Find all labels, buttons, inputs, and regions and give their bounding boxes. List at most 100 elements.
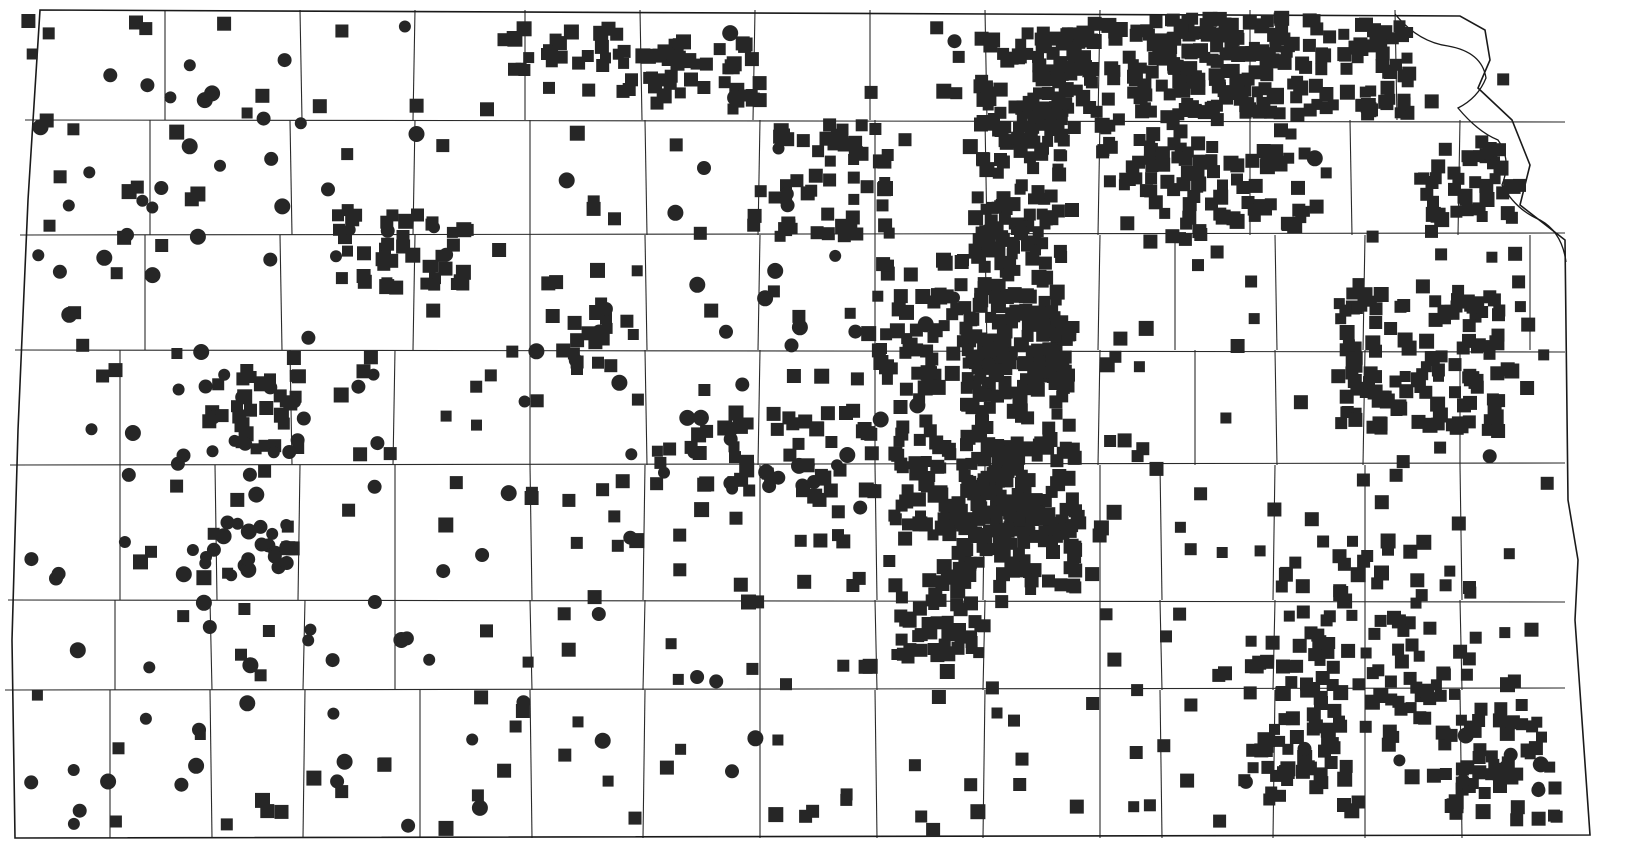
square-site-marker [744, 52, 759, 67]
square-site-marker [1478, 787, 1491, 799]
square-site-marker [1252, 104, 1267, 119]
square-site-marker [112, 742, 125, 755]
square-site-marker [1042, 574, 1055, 588]
square-site-marker [786, 369, 801, 383]
square-site-marker [1002, 476, 1014, 488]
square-site-marker [951, 641, 965, 655]
square-site-marker [883, 555, 896, 567]
square-site-marker [1536, 731, 1547, 743]
square-site-marker [43, 219, 56, 232]
square-site-marker [1187, 190, 1201, 203]
square-site-marker [1155, 79, 1168, 92]
square-site-marker [1048, 523, 1061, 536]
square-site-marker [53, 170, 67, 184]
square-site-marker [819, 131, 834, 146]
square-site-marker [1050, 294, 1062, 306]
square-site-marker [333, 223, 345, 236]
square-site-marker [1210, 113, 1224, 127]
county-row-line [7, 599, 1566, 603]
square-site-marker [420, 277, 433, 290]
square-site-marker [259, 401, 274, 415]
square-site-marker [1020, 132, 1035, 147]
square-site-marker [792, 309, 806, 323]
square-site-marker [911, 492, 926, 507]
square-site-marker [335, 24, 349, 38]
square-site-marker [1041, 87, 1055, 100]
circle-site-marker [839, 447, 856, 463]
circle-site-marker [779, 186, 794, 201]
square-site-marker [1018, 356, 1034, 372]
square-site-marker [1290, 107, 1305, 122]
square-site-marker [1506, 179, 1521, 194]
circle-site-marker [267, 549, 282, 564]
square-site-marker [1165, 229, 1180, 244]
square-site-marker [913, 393, 926, 406]
square-site-marker [480, 624, 493, 638]
square-site-marker [1118, 179, 1130, 191]
square-site-marker [1337, 771, 1353, 787]
square-site-marker [359, 247, 371, 259]
square-site-marker [1156, 157, 1171, 172]
square-site-marker [1184, 543, 1197, 556]
circle-site-marker [981, 357, 996, 372]
square-site-marker [1020, 373, 1031, 385]
square-site-marker [1347, 535, 1358, 547]
square-site-marker [1001, 204, 1013, 215]
circle-site-marker [277, 53, 292, 68]
square-site-marker [877, 182, 892, 197]
square-site-marker [1462, 319, 1476, 333]
square-site-marker [917, 380, 933, 396]
square-site-marker [1440, 313, 1451, 325]
square-site-marker [1005, 537, 1017, 550]
square-site-marker [1380, 80, 1395, 95]
square-site-marker [902, 518, 914, 531]
circle-site-marker [1456, 774, 1471, 789]
square-site-marker [1042, 421, 1056, 435]
square-site-marker [1280, 566, 1293, 579]
square-site-marker [1428, 312, 1443, 327]
square-site-marker [438, 261, 453, 276]
square-site-marker [1290, 91, 1303, 104]
square-site-marker [1514, 301, 1526, 313]
square-site-marker [986, 467, 1002, 483]
square-site-marker [1548, 781, 1562, 795]
circle-site-marker [393, 632, 410, 648]
square-site-marker [1168, 62, 1181, 75]
square-site-marker [1324, 756, 1338, 769]
county-column-line [529, 599, 533, 691]
square-site-marker [663, 76, 677, 90]
square-site-marker [1308, 78, 1323, 93]
square-site-marker [1039, 270, 1054, 285]
square-site-marker [773, 129, 788, 144]
square-site-marker [825, 436, 838, 448]
square-site-marker [933, 593, 947, 607]
square-site-marker [1056, 446, 1069, 459]
square-site-marker [920, 474, 935, 489]
square-site-marker [236, 372, 250, 386]
square-site-marker [1455, 762, 1469, 776]
square-site-marker [474, 690, 489, 705]
square-site-marker [570, 333, 585, 348]
square-site-marker [860, 180, 874, 194]
square-site-marker [222, 567, 234, 579]
square-site-marker [1384, 93, 1396, 105]
square-site-marker [1174, 521, 1186, 533]
square-site-marker [914, 643, 928, 657]
square-site-marker [651, 445, 663, 457]
square-site-marker [1244, 49, 1257, 62]
square-site-marker [567, 315, 582, 330]
square-site-marker [1037, 532, 1053, 548]
square-site-marker [1132, 155, 1146, 169]
square-site-marker [734, 472, 749, 487]
square-site-marker [975, 414, 989, 429]
square-site-marker [1420, 683, 1435, 698]
square-site-marker [1113, 331, 1128, 346]
square-site-marker [1285, 128, 1297, 140]
square-site-marker [797, 574, 812, 589]
square-site-marker [1344, 803, 1360, 819]
square-site-marker [1326, 660, 1340, 674]
square-site-marker [1419, 333, 1435, 349]
square-site-marker [1397, 624, 1410, 637]
square-site-marker [1139, 102, 1151, 114]
square-site-marker [1247, 203, 1260, 216]
